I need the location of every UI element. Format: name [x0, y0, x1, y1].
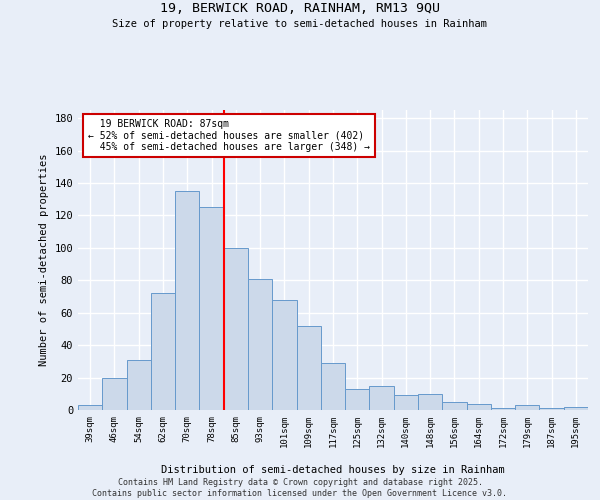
Bar	[564, 407, 588, 410]
Bar	[272, 300, 296, 410]
Bar	[224, 248, 248, 410]
Bar	[345, 389, 370, 410]
Bar	[102, 378, 127, 410]
Bar	[442, 402, 467, 410]
Bar	[78, 405, 102, 410]
Bar	[321, 363, 345, 410]
Bar	[296, 326, 321, 410]
Text: Distribution of semi-detached houses by size in Rainham: Distribution of semi-detached houses by …	[161, 465, 505, 475]
Y-axis label: Number of semi-detached properties: Number of semi-detached properties	[39, 154, 49, 366]
Bar	[515, 405, 539, 410]
Bar	[175, 191, 199, 410]
Text: 19 BERWICK ROAD: 87sqm
← 52% of semi-detached houses are smaller (402)
  45% of : 19 BERWICK ROAD: 87sqm ← 52% of semi-det…	[88, 119, 370, 152]
Text: 19, BERWICK ROAD, RAINHAM, RM13 9QU: 19, BERWICK ROAD, RAINHAM, RM13 9QU	[160, 2, 440, 16]
Bar	[127, 360, 151, 410]
Bar	[199, 208, 224, 410]
Bar	[151, 293, 175, 410]
Bar	[248, 278, 272, 410]
Text: Contains HM Land Registry data © Crown copyright and database right 2025.
Contai: Contains HM Land Registry data © Crown c…	[92, 478, 508, 498]
Text: Size of property relative to semi-detached houses in Rainham: Size of property relative to semi-detach…	[113, 19, 487, 29]
Bar	[491, 408, 515, 410]
Bar	[539, 408, 564, 410]
Bar	[394, 396, 418, 410]
Bar	[370, 386, 394, 410]
Bar	[467, 404, 491, 410]
Bar	[418, 394, 442, 410]
